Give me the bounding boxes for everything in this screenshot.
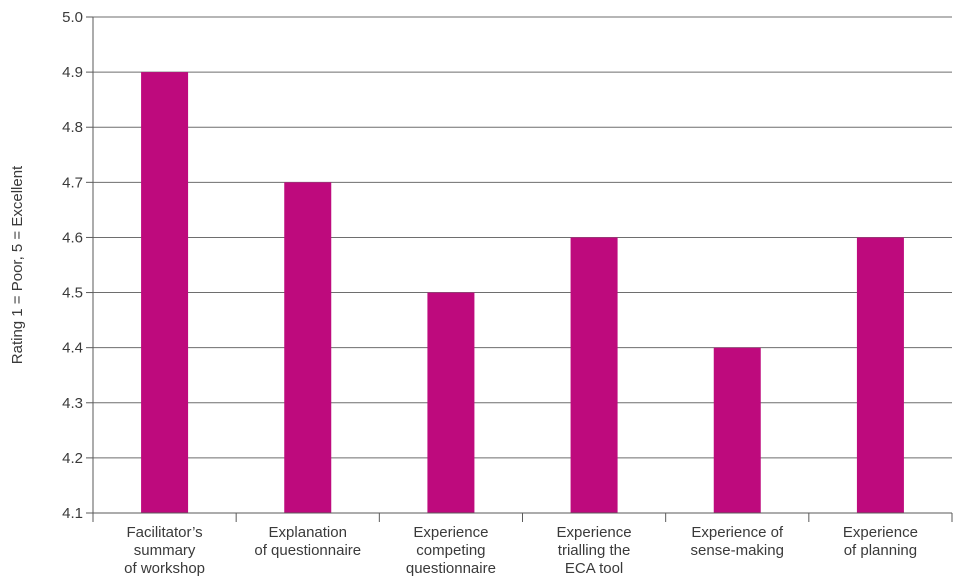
y-tick-label: 4.4 [62,340,83,357]
y-axis-title: Rating 1 = Poor, 5 = Excellent [9,165,26,364]
x-category-labels: Facilitator’s summary of workshop Explanati… [124,524,918,577]
y-tick-label: 4.3 [62,395,83,412]
x-category-label: Experience of planning [843,524,918,559]
bar [856,237,904,513]
bar [713,347,761,513]
y-tick-label: 4.2 [62,450,83,467]
y-tick-label: 5.0 [62,9,83,26]
y-tick-label: 4.8 [62,119,83,136]
x-category-label: Explanation of questionnaire [254,524,361,559]
y-tick-label: 4.9 [62,64,83,81]
x-category-label: Experience trialling the ECA tool [557,524,632,577]
axes [86,16,953,522]
bar [570,237,618,513]
x-category-label: Experience of sense-making [691,524,784,559]
y-tick-label: 4.5 [62,285,83,302]
y-tick-label: 4.7 [62,174,83,191]
bar [284,182,332,514]
bar [141,72,189,513]
y-tick-label: 4.1 [62,505,83,522]
x-category-label: Experience competing questionnaire [406,524,496,577]
y-tick-label: 4.6 [62,229,83,246]
gridlines [93,16,952,459]
y-tick-labels: 4.1 4.2 4.3 4.4 4.5 4.6 4.7 4.8 4.9 5.0 [62,9,83,522]
x-category-label: Facilitator’s summary of workshop [124,524,205,577]
bar-series [141,72,904,514]
bar [427,292,475,513]
